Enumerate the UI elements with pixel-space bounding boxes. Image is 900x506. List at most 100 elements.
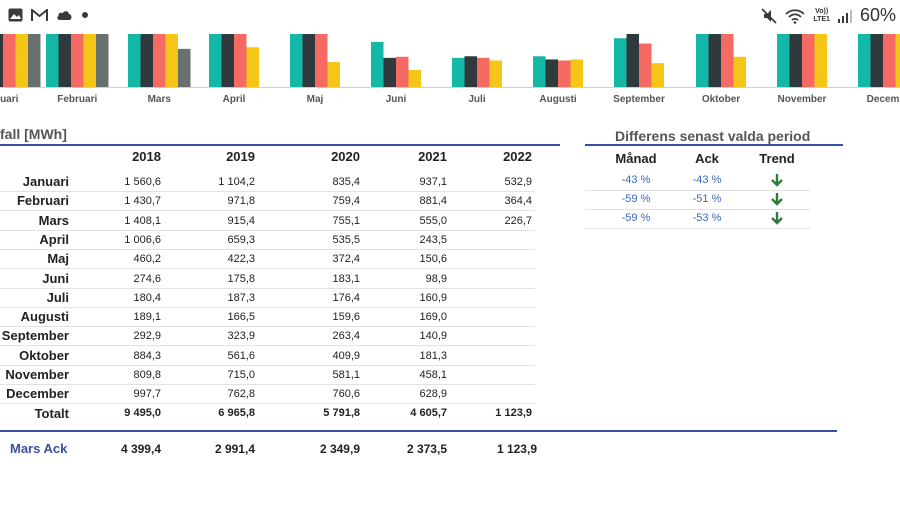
chart-bar[interactable]	[221, 34, 235, 87]
row-label-augusti: Augusti	[20, 309, 69, 325]
chart-bar[interactable]	[558, 60, 571, 88]
chart-bar[interactable]	[870, 34, 884, 87]
row-label-september: September	[1, 328, 69, 344]
volte-icon: Vo)) LTE1	[813, 8, 830, 24]
chart-bar[interactable]	[777, 34, 790, 87]
chart-bar[interactable]	[46, 34, 59, 87]
total-cell: 5 791,8	[323, 406, 360, 419]
table-cell: 243,5	[419, 233, 447, 246]
table-cell: 187,3	[227, 291, 255, 304]
chart-bar[interactable]	[383, 57, 397, 87]
table-cell: 997,7	[133, 388, 161, 401]
status-bar: Vo)) LTE1 60%	[0, 0, 900, 32]
chart-bar[interactable]	[696, 34, 709, 87]
table-cell: 226,7	[504, 214, 532, 227]
chart-bar[interactable]	[614, 38, 627, 87]
table-cell: 98,9	[425, 272, 447, 285]
row-label-juli: Juli	[46, 289, 69, 305]
row-label-januari: Januari	[22, 174, 69, 189]
status-bar-left	[8, 8, 89, 22]
chart-category-label: November	[778, 94, 827, 105]
chart-category-label: Februari	[57, 94, 97, 105]
chart-bar[interactable]	[302, 34, 316, 87]
chart-category-label: Juli	[468, 94, 485, 105]
chart-bar[interactable]	[153, 34, 166, 87]
chart-bar[interactable]	[396, 56, 409, 87]
diff-header-2: Trend	[759, 151, 795, 166]
wifi-icon	[785, 8, 805, 24]
table-cell: 760,6	[332, 388, 360, 401]
table-cell: 460,2	[133, 253, 161, 266]
ack-cell: 4 399,4	[120, 442, 161, 456]
row-divider	[0, 306, 535, 308]
year-header-2021: 2021	[418, 149, 447, 164]
chart-group-4: Maj	[290, 34, 340, 105]
chart-category-label: Decem	[867, 94, 900, 105]
chart-bar[interactable]	[883, 34, 896, 87]
chart-bar[interactable]	[721, 34, 734, 87]
monthly-bar-chart: uari Februari Mars April Maj Juni Juli Augusti S…	[0, 32, 900, 110]
chart-category-label: uari	[0, 94, 19, 105]
chart-bar[interactable]	[408, 70, 422, 87]
chart-bar[interactable]	[895, 34, 900, 87]
image-icon	[8, 8, 23, 22]
gmail-icon	[31, 8, 48, 21]
chart-bar[interactable]	[3, 34, 16, 87]
diff-ack-cell: -53 %	[692, 212, 722, 224]
chart-bar[interactable]	[802, 34, 815, 87]
chart-bar[interactable]	[83, 34, 97, 87]
row-divider	[0, 229, 535, 231]
table-cell: 1 430,7	[124, 195, 161, 208]
chart-bar[interactable]	[789, 34, 803, 87]
row-divider	[0, 326, 535, 328]
chart-bar[interactable]	[477, 57, 490, 87]
chart-bar[interactable]	[58, 34, 72, 87]
chart-bar[interactable]	[0, 34, 3, 87]
chart-bar[interactable]	[814, 34, 828, 87]
chart-bar[interactable]	[570, 59, 584, 87]
chart-bar[interactable]	[371, 41, 384, 87]
chart-bar[interactable]	[209, 34, 222, 87]
chart-bar[interactable]	[140, 34, 154, 87]
chart-group-8: September	[613, 34, 665, 105]
chart-bar[interactable]	[128, 34, 141, 87]
table-cell: 937,1	[419, 176, 447, 188]
table-cell: 160,9	[419, 291, 447, 304]
chart-bar[interactable]	[733, 56, 747, 87]
chart-bar[interactable]	[246, 47, 260, 87]
chart-bar[interactable]	[96, 34, 109, 87]
chart-bar[interactable]	[28, 34, 41, 87]
chart-bar[interactable]	[489, 60, 503, 88]
table-cell: 755,1	[332, 214, 360, 227]
chart-bar[interactable]	[315, 34, 328, 87]
chart-bar[interactable]	[626, 34, 640, 87]
year-header-2018: 2018	[132, 149, 161, 164]
diff-ack-cell: -43 %	[692, 174, 722, 186]
chart-bar[interactable]	[327, 62, 341, 87]
signal-icon	[837, 9, 852, 23]
table-cell: 159,6	[332, 311, 360, 324]
chart-bar[interactable]	[71, 34, 84, 87]
chart-bar[interactable]	[452, 57, 465, 87]
table-cell: 561,6	[227, 349, 255, 362]
chart-group-1: Februari	[46, 34, 109, 105]
table-cell: 1 408,1	[124, 214, 161, 227]
chart-category-label: Juni	[386, 94, 407, 105]
chart-bar[interactable]	[858, 34, 871, 87]
year-header-2020: 2020	[331, 149, 360, 164]
chart-bar[interactable]	[165, 34, 179, 87]
chart-bar[interactable]	[533, 56, 546, 87]
chart-bar[interactable]	[545, 59, 559, 87]
diff-header-0: Månad	[615, 151, 657, 166]
chart-bar[interactable]	[15, 34, 29, 87]
diff-ack-cell: -51 %	[692, 193, 722, 205]
chart-bar[interactable]	[651, 63, 665, 87]
chart-bar[interactable]	[639, 43, 652, 87]
row-divider	[0, 287, 535, 289]
chart-bar[interactable]	[464, 56, 478, 87]
chart-bar[interactable]	[178, 48, 191, 87]
chart-bar[interactable]	[234, 34, 247, 87]
chart-bar[interactable]	[708, 34, 722, 87]
chart-bar[interactable]	[290, 34, 303, 87]
table-cell: 169,0	[419, 311, 447, 324]
